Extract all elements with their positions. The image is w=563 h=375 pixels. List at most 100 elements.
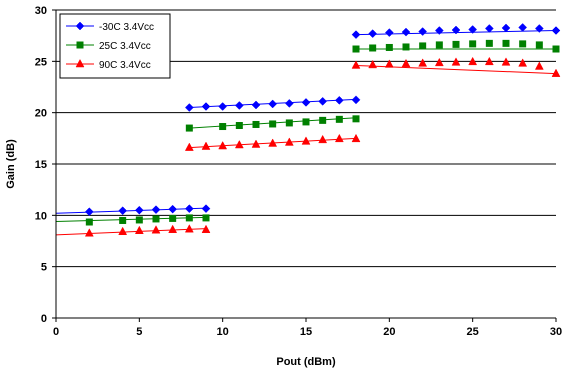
data-point-triangle [184, 224, 194, 233]
y-tick-label: 15 [35, 159, 47, 171]
data-point-square [335, 115, 343, 123]
data-point-diamond [468, 25, 478, 34]
data-point-square [502, 39, 510, 47]
data-point-triangle [551, 68, 561, 77]
data-point-square [369, 44, 377, 52]
data-point-square [185, 124, 193, 132]
data-point-diamond [284, 99, 294, 108]
series-line [55, 228, 207, 236]
data-point-square [402, 43, 410, 51]
data-point-square [419, 42, 427, 50]
data-point-triangle [351, 133, 361, 143]
data-point-square [285, 119, 293, 127]
data-point-diamond [168, 204, 178, 214]
data-point-triangle [534, 61, 544, 70]
y-tick-label: 30 [35, 5, 47, 17]
data-point-triangle [118, 226, 128, 236]
data-point-diamond [451, 25, 461, 35]
data-point-diamond [218, 102, 228, 111]
data-point-square [469, 40, 477, 48]
data-point-diamond [268, 99, 278, 109]
legend-label: 90C 3.4Vcc [99, 60, 151, 71]
data-point-square [185, 214, 193, 222]
data-point-square [202, 214, 210, 222]
gridlines [56, 9, 556, 268]
tick-labels: 0 5 10 15 20 25 30 0 5 10 15 20 25 30 [35, 5, 562, 338]
data-point-triangle [501, 57, 511, 66]
data-point-diamond [301, 98, 311, 107]
data-point-diamond [518, 23, 528, 32]
data-point-diamond [334, 95, 344, 105]
data-point-diamond [534, 24, 544, 33]
data-point-diamond [384, 28, 394, 37]
data-point-triangle [451, 57, 461, 66]
data-point-diamond [401, 27, 411, 37]
y-tick-label: 20 [35, 108, 47, 120]
series-3 [55, 56, 561, 237]
legend-item: 25C 3.4Vcc [66, 41, 151, 52]
data-point-diamond [351, 30, 361, 39]
data-point-diamond [118, 206, 128, 216]
data-point-triangle [468, 56, 478, 66]
data-point-triangle [84, 228, 94, 237]
data-point-triangle [351, 60, 361, 69]
data-point-square [269, 120, 277, 128]
data-point-triangle [75, 58, 85, 68]
legend-item: -30C 3.4Vcc [66, 21, 154, 33]
series-layer [55, 23, 561, 237]
legend-label: -30C 3.4Vcc [99, 22, 154, 33]
data-point-triangle [251, 139, 261, 148]
data-point-diamond [84, 207, 94, 217]
data-point-triangle [284, 137, 294, 146]
y-tick-label: 25 [35, 56, 47, 68]
x-tick-label: 20 [383, 326, 395, 338]
data-point-square [119, 216, 127, 224]
data-point-triangle [401, 58, 411, 68]
x-tick-label: 0 [53, 326, 59, 338]
data-point-triangle [301, 136, 311, 145]
data-point-square [435, 41, 443, 49]
data-point-square [152, 215, 160, 223]
data-point-diamond [318, 97, 328, 106]
data-point-square [135, 216, 143, 224]
data-point-triangle [334, 133, 344, 143]
data-point-diamond [351, 95, 361, 105]
data-point-triangle [134, 225, 144, 234]
x-axis-title: Pout (dBm) [276, 356, 336, 368]
data-point-square [352, 115, 360, 123]
data-point-square [519, 40, 527, 48]
data-point-diamond [434, 26, 444, 35]
data-point-triangle [201, 224, 211, 233]
data-point-diamond [151, 205, 161, 215]
data-point-diamond [201, 102, 211, 111]
data-point-square [235, 122, 243, 129]
data-point-square [302, 118, 310, 126]
data-point-triangle [484, 56, 494, 66]
data-point-diamond [418, 27, 428, 36]
data-point-square [252, 120, 260, 128]
x-tick-label: 5 [136, 326, 142, 338]
data-point-diamond [551, 26, 561, 35]
data-point-diamond [234, 101, 244, 110]
data-point-square [352, 45, 360, 53]
data-point-diamond [251, 100, 261, 110]
data-point-square [552, 45, 560, 53]
data-point-square [452, 40, 460, 48]
series-1 [55, 23, 561, 217]
legend-label: 25C 3.4Vcc [99, 41, 151, 52]
legend-item: 90C 3.4Vcc [66, 58, 151, 71]
x-tick-label: 15 [300, 326, 312, 338]
data-point-square [169, 214, 177, 222]
data-point-diamond [484, 24, 494, 33]
data-point-square [535, 41, 543, 49]
data-point-triangle [384, 59, 394, 68]
data-point-triangle [434, 57, 444, 67]
data-point-triangle [201, 141, 211, 150]
data-point-diamond [134, 205, 144, 215]
legend: -30C 3.4Vcc 25C 3.4Vcc 90C 3.4Vcc [59, 13, 171, 79]
data-point-square [319, 116, 327, 124]
data-point-triangle [184, 142, 194, 151]
data-point-diamond [184, 204, 194, 214]
data-point-diamond [201, 204, 211, 214]
